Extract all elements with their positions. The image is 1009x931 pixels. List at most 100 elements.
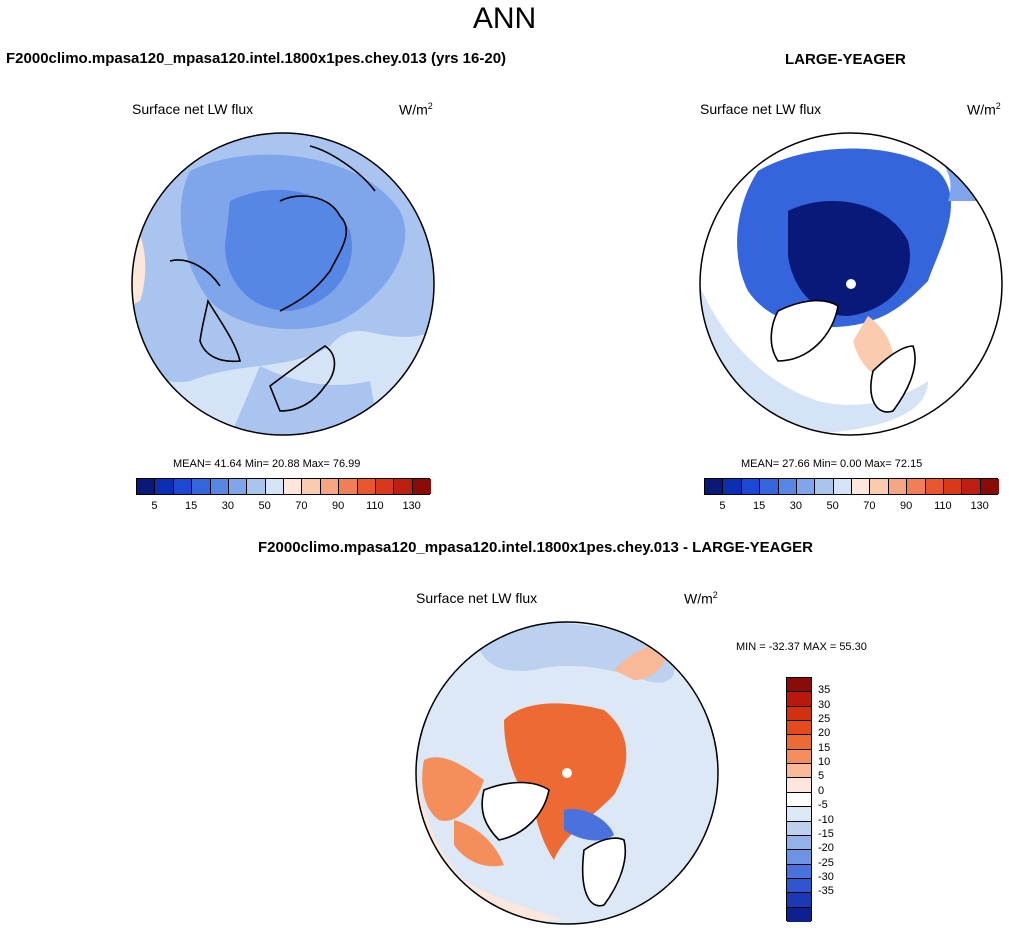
panel2-polar-map <box>699 132 1003 436</box>
panel1-colorbar-labels: 5 15 30 50 70 90 110 130 <box>136 500 430 514</box>
panel3-colorbar-tick-label: 35 <box>818 684 831 697</box>
panel2-case-title: LARGE-YEAGER <box>785 51 906 68</box>
panel2-colorbar-tick-label: 30 <box>789 500 802 512</box>
panel2-colorbar-tick-label: 5 <box>719 500 726 512</box>
panel1-colorbar-swatch <box>247 479 266 494</box>
panel1-colorbar-tick-label: 15 <box>185 500 198 512</box>
panel3-colorbar-tick-label: -25 <box>818 856 834 869</box>
panel1-colorbar-swatch <box>339 479 358 494</box>
panel2-colorbar-tick-label: 90 <box>900 500 913 512</box>
panel1-colorbar-tick-label: 90 <box>332 500 345 512</box>
panel3-colorbar-swatch <box>787 878 811 894</box>
panel3-colorbar-labels: 35 30 25 20 15 10 5 0 -5 -10 -15 -20 -25 -30 -35 <box>818 677 858 921</box>
panel1-colorbar-swatch <box>284 479 303 494</box>
panel3-colorbar-swatch <box>787 850 811 865</box>
panel1-colorbar-swatch <box>173 479 193 494</box>
panel2-pole-marker <box>846 279 856 289</box>
panel2-colorbar-swatch <box>760 479 779 494</box>
main-title: ANN <box>472 2 537 35</box>
panel3-colorbar-swatch <box>787 678 811 693</box>
panel3-colorbar-swatch <box>787 721 811 736</box>
panel2-colorbar-swatch <box>943 479 963 494</box>
panel3-colorbar-tick-label: 5 <box>818 770 825 783</box>
panel1-colorbar-swatch <box>228 479 248 494</box>
panel3-colorbar-swatch <box>787 893 811 908</box>
panel2-colorbar-swatch <box>796 479 816 494</box>
panel1-colorbar-swatch <box>394 479 413 494</box>
panel2-colorbar-swatch <box>778 479 797 494</box>
panel1-colorbar-swatch <box>302 479 321 494</box>
panel1-stats: MEAN= 41.64 Min= 20.88 Max= 76.99 <box>173 458 361 470</box>
panel2-variable-label: Surface net LW flux <box>700 101 822 117</box>
panel2-colorbar-swatch <box>870 479 889 494</box>
panel3-colorbar-tick-label: -5 <box>818 799 828 812</box>
panel3-colorbar-swatch <box>787 792 811 808</box>
panel1-colorbar-tick-label: 70 <box>295 500 308 512</box>
panel2-colorbar-swatch <box>833 479 852 494</box>
panel3-case-title: F2000climo.mpasa120_mpasa120.intel.1800x… <box>258 539 814 556</box>
panel3-colorbar-tick-label: -35 <box>818 885 834 898</box>
panel3-colorbar-swatch <box>787 764 811 779</box>
panel2-colorbar-swatch <box>925 479 944 494</box>
panel2-colorbar-tick-label: 130 <box>970 500 989 512</box>
panel3-colorbar-tick-label: 10 <box>818 756 831 769</box>
panel3-colorbar-tick-label: -10 <box>818 813 834 826</box>
panel2-colorbar-swatch <box>741 479 761 494</box>
panel2-colorbar-tick-label: 70 <box>863 500 876 512</box>
panel2-colorbar-labels: 5 15 30 50 70 90 110 130 <box>704 500 998 514</box>
panel3-colorbar-swatch <box>787 907 811 922</box>
panel3-colorbar-tick-label: 30 <box>818 698 831 711</box>
panel1-colorbar-tick-label: 50 <box>258 500 271 512</box>
panel3-colorbar-tick-label: 25 <box>818 713 831 726</box>
panel1-colorbar-swatch <box>412 479 431 494</box>
panel3-colorbar-tick-label: 20 <box>818 727 831 740</box>
panel3-colorbar-swatch <box>787 821 811 836</box>
panel2-colorbar-swatch <box>907 479 926 494</box>
panel3-stats: MIN = -32.37 MAX = 55.30 <box>736 641 867 653</box>
panel2-colorbar-swatch <box>962 479 981 494</box>
panel1-colorbar <box>136 478 431 495</box>
panel2-colorbar-tick-label: 15 <box>753 500 766 512</box>
panel3-colorbar-swatch <box>787 735 811 750</box>
panel3-colorbar-tick-label: 0 <box>818 784 825 797</box>
panel1-colorbar-swatch <box>320 479 340 494</box>
panel3-colorbar-swatch <box>787 807 811 822</box>
panel1-units-label: W/m2 <box>399 101 433 118</box>
panel3-variable-label: Surface net LW flux <box>416 590 538 606</box>
panel2-colorbar-swatch <box>980 479 999 494</box>
panel2-colorbar-swatch <box>705 479 724 494</box>
panel3-colorbar-swatch <box>787 835 811 851</box>
panel2-colorbar-tick-label: 50 <box>826 500 839 512</box>
panel1-variable-label: Surface net LW flux <box>132 101 254 117</box>
panel2-units-label: W/m2 <box>967 101 1001 118</box>
panel2-colorbar-tick-label: 110 <box>934 500 952 512</box>
panel1-colorbar-swatch <box>192 479 211 494</box>
panel2-colorbar <box>704 478 999 495</box>
panel1-colorbar-tick-label: 30 <box>221 500 234 512</box>
panel1-colorbar-swatch <box>265 479 284 494</box>
panel3-colorbar-swatch <box>787 778 811 793</box>
panel1-colorbar-swatch <box>375 479 395 494</box>
panel3-colorbar <box>786 677 812 922</box>
panel3-colorbar-swatch <box>787 706 811 722</box>
panel1-colorbar-swatch <box>155 479 174 494</box>
panel3-colorbar-swatch <box>787 749 811 765</box>
panel3-units-label: W/m2 <box>684 590 718 607</box>
panel2-colorbar-swatch <box>852 479 871 494</box>
panel1-colorbar-swatch <box>210 479 229 494</box>
panel3-colorbar-tick-label: -30 <box>818 870 834 883</box>
panel1-case-title: F2000climo.mpasa120_mpasa120.intel.1800x… <box>6 50 507 67</box>
panel3-polar-map <box>415 621 719 925</box>
panel3-colorbar-tick-label: -20 <box>818 842 834 855</box>
panel2-colorbar-swatch <box>888 479 908 494</box>
panel2-colorbar-swatch <box>723 479 742 494</box>
panel1-polar-map <box>131 132 435 436</box>
panel3-colorbar-tick-label: -15 <box>818 827 834 840</box>
panel2-stats: MEAN= 27.66 Min= 0.00 Max= 72.15 <box>741 458 923 470</box>
panel1-colorbar-swatch <box>357 479 376 494</box>
panel1-colorbar-swatch <box>137 479 156 494</box>
panel2-colorbar-swatch <box>815 479 834 494</box>
panel3-colorbar-swatch <box>787 864 811 879</box>
panel3-colorbar-tick-label: 15 <box>818 741 831 754</box>
panel3-pole-marker <box>562 768 572 778</box>
